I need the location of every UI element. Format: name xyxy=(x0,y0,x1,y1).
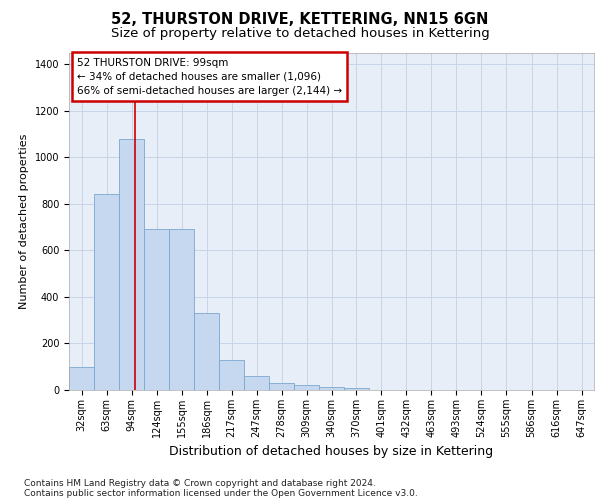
Bar xyxy=(94,194,119,390)
Bar xyxy=(169,230,194,390)
X-axis label: Distribution of detached houses by size in Kettering: Distribution of detached houses by size … xyxy=(169,446,494,458)
Text: 52, THURSTON DRIVE, KETTERING, NN15 6GN: 52, THURSTON DRIVE, KETTERING, NN15 6GN xyxy=(112,12,488,28)
Bar xyxy=(319,386,344,390)
Text: Size of property relative to detached houses in Kettering: Size of property relative to detached ho… xyxy=(110,28,490,40)
Bar xyxy=(344,388,369,390)
Bar xyxy=(69,366,94,390)
Text: Contains HM Land Registry data © Crown copyright and database right 2024.: Contains HM Land Registry data © Crown c… xyxy=(24,478,376,488)
Bar xyxy=(294,386,319,390)
Bar xyxy=(269,383,294,390)
Bar xyxy=(219,360,244,390)
Bar xyxy=(244,376,269,390)
Text: Contains public sector information licensed under the Open Government Licence v3: Contains public sector information licen… xyxy=(24,488,418,498)
Bar xyxy=(144,230,169,390)
Bar xyxy=(119,138,144,390)
Y-axis label: Number of detached properties: Number of detached properties xyxy=(19,134,29,309)
Text: 52 THURSTON DRIVE: 99sqm
← 34% of detached houses are smaller (1,096)
66% of sem: 52 THURSTON DRIVE: 99sqm ← 34% of detach… xyxy=(77,58,342,96)
Bar xyxy=(194,313,219,390)
